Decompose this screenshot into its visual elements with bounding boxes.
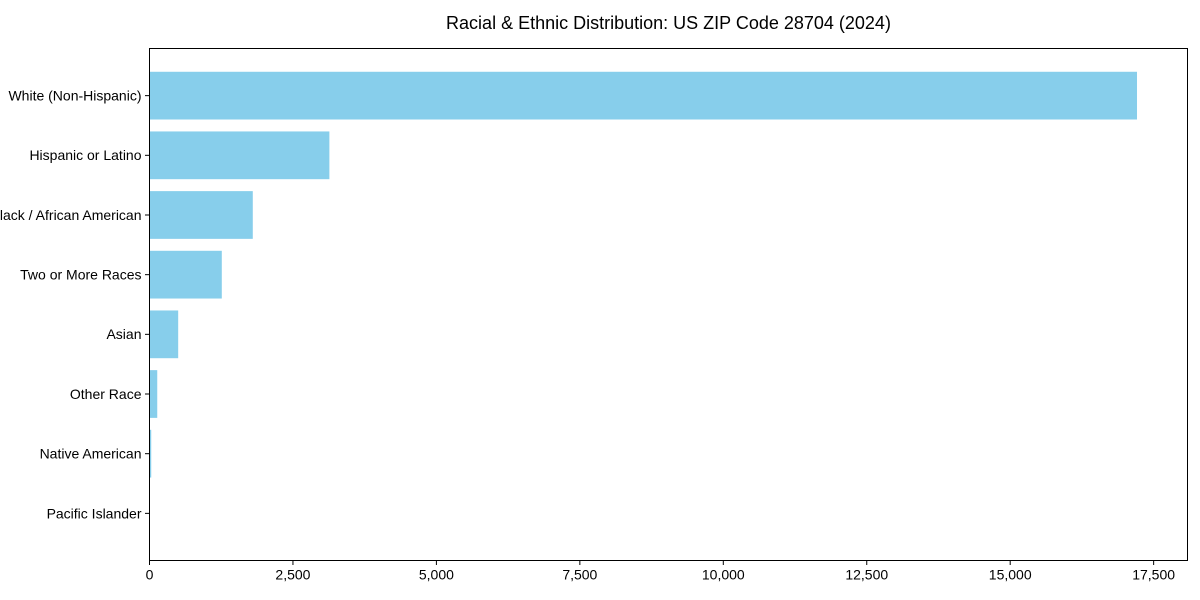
chart-title: Racial & Ethnic Distribution: US ZIP Cod… [446,13,891,33]
y-tick-label: Pacific Islander [47,505,142,521]
x-tick-label: 7,500 [562,566,597,582]
x-tick-label: 15,000 [989,566,1032,582]
x-tick-label: 10,000 [702,566,745,582]
bar [149,310,179,359]
x-tick-label: 5,000 [419,566,454,582]
bar [149,191,253,239]
x-tick-label: 12,500 [845,566,888,582]
y-tick-label: Asian [106,326,141,342]
x-tick-label: 0 [146,566,154,582]
plot-background [149,48,1188,561]
y-tick-label: Hispanic or Latino [29,147,141,163]
y-tick-label: Other Race [70,386,142,402]
y-tick-label: Native American [40,446,142,462]
y-tick-label: Black / African American [0,207,142,223]
bar [149,250,222,299]
bar [149,429,152,478]
bar [149,71,1138,120]
bar [149,131,330,180]
plot-frame [149,48,1188,561]
x-tick-label: 17,500 [1132,566,1175,582]
y-tick-label: Two or More Races [20,267,141,283]
bar [149,370,158,418]
y-tick-label: White (Non-Hispanic) [8,88,141,104]
x-tick-label: 2,500 [275,566,310,582]
